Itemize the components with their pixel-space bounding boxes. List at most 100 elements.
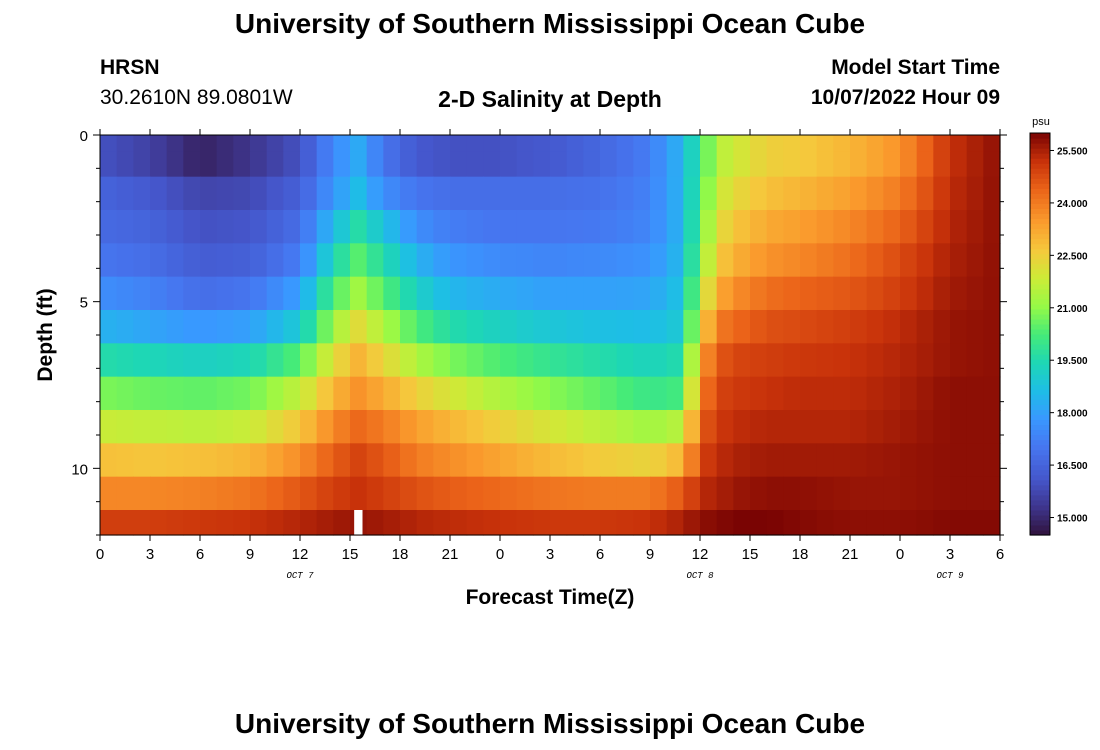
heatmap-cell [516,176,534,211]
x-tick-label: 12 [292,546,309,563]
heatmap-cell [716,176,734,211]
heatmap-cell [733,243,751,278]
heatmap-cell [550,410,568,444]
heatmap-cell [150,135,168,153]
heatmap-cell [933,276,951,311]
heatmap-cell [416,343,434,378]
heatmap-cell [650,310,668,344]
heatmap-cell [500,210,518,244]
heatmap-cell [950,176,968,211]
heatmap-cell [316,276,334,311]
colorbar-segment [1030,208,1050,215]
colorbar-segment [1030,469,1050,476]
heatmap-cell [466,276,484,311]
heatmap-cell [566,243,584,278]
heatmap-cell [983,343,1001,378]
heatmap-cell [500,443,518,478]
heatmap-cell [983,410,1001,444]
heatmap-cell [800,210,818,244]
heatmap-cell [250,135,268,153]
heatmap-cell [300,310,318,344]
heatmap-cell [850,176,868,211]
heatmap-cell [666,151,684,178]
colorbar-segment [1030,223,1050,230]
heatmap-cell [416,510,434,536]
heatmap-cell [316,410,334,444]
heatmap-cell [233,135,251,153]
heatmap-cell [733,510,751,536]
heatmap-cell [783,276,801,311]
heatmap-cell [183,443,201,478]
heatmap-cell [483,151,501,178]
heatmap-cell [650,276,668,311]
heatmap-cell [500,343,518,378]
colorbar-segment [1030,153,1050,159]
heatmap-cell [833,276,851,311]
colorbar-segment [1030,514,1050,521]
heatmap-cell [150,151,168,178]
colorbar-segment [1030,213,1050,220]
colorbar-segment [1030,344,1050,350]
colorbar-tick-label: 19.500 [1057,356,1088,367]
colorbar-segment [1030,183,1050,189]
heatmap-cell [550,210,568,244]
heatmap-cell [366,243,384,278]
heatmap-cell [833,210,851,244]
heatmap-cell [816,443,834,478]
heatmap-cell [466,243,484,278]
heatmap-cell [633,276,651,311]
heatmap-cell [616,210,634,244]
x-tick-label: 9 [646,546,654,563]
heatmap-cell [833,243,851,278]
heatmap-cell [866,151,884,178]
heatmap-cell [616,276,634,311]
heatmap-cell [450,510,468,536]
heatmap-cell [700,310,718,344]
heatmap-cell [983,276,1001,311]
heatmap-cell [350,376,368,411]
heatmap-cell [966,476,984,511]
heatmap-cell [416,243,434,278]
heatmap-cell [500,410,518,444]
heatmap-cell [950,510,968,536]
chart-subtitle: 2-D Salinity at Depth [438,86,662,112]
model-start-value: 10/07/2022 Hour 09 [810,86,1000,109]
heatmap-cell [783,310,801,344]
heatmap-cell [666,510,684,536]
heatmap-cell [283,310,301,344]
heatmap-cell [700,243,718,278]
heatmap-cell [800,176,818,211]
colorbar-segment [1030,278,1050,285]
heatmap-cell [550,476,568,511]
heatmap-cell [650,343,668,378]
heatmap-cell [933,151,951,178]
colorbar-segment [1030,494,1050,501]
heatmap-cell [316,151,334,178]
heatmap-cell [850,476,868,511]
heatmap-cell [483,376,501,411]
colorbar-segment [1030,384,1050,390]
heatmap-cell [566,343,584,378]
heatmap-cell [566,443,584,478]
heatmap-cell [600,376,618,411]
heatmap-cell [516,276,534,311]
heatmap-cell [333,276,351,311]
heatmap-cell [500,276,518,311]
heatmap-cell [100,276,118,311]
heatmap-cell [533,410,551,444]
heatmap-cell [750,310,768,344]
heatmap-cell [783,376,801,411]
heatmap-cell [633,443,651,478]
heatmap-cell [133,176,151,211]
heatmap-cell [250,310,268,344]
heatmap-cell [816,176,834,211]
colorbar-segment [1030,449,1050,456]
x-axis-label: Forecast Time(Z) [466,586,635,609]
x-tick-label: 0 [96,546,104,563]
heatmap-cell [733,176,751,211]
heatmap-cell [883,310,901,344]
colorbar-segment [1030,258,1050,265]
x-tick-label: 0 [496,546,504,563]
heatmap-cell [833,151,851,178]
heatmap-cell [483,476,501,511]
